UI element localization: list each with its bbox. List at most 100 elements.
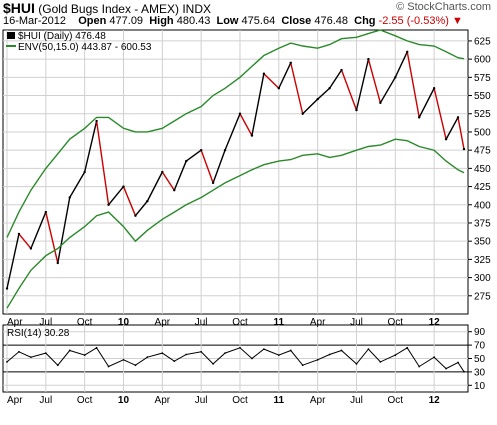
- price-point: [379, 101, 382, 105]
- rsi-point: [301, 364, 304, 367]
- rsi-point: [457, 361, 459, 364]
- rsi-point: [161, 352, 164, 355]
- price-x-tick-label: Jul: [195, 317, 208, 328]
- rsi-x-axis: Apr Jul Oct 10 Apr Jul Oct 11 Apr Jul Oct 12: [7, 395, 440, 406]
- price-point: [185, 159, 188, 163]
- price-segment: [108, 186, 125, 206]
- price-point: [444, 138, 448, 141]
- legend-rsi: RSI(14) 30.28: [7, 328, 70, 339]
- rsi-y-tick-label: 10: [474, 381, 486, 392]
- price-x-tick-label: 12: [429, 317, 441, 328]
- rsi-x-tick-label: Oct: [77, 395, 93, 406]
- rsi-x-tick-label: 10: [118, 395, 130, 406]
- rsi-point: [445, 367, 447, 370]
- chg-value: -2.55 (-0.53%): [378, 15, 449, 27]
- price-point: [262, 72, 266, 75]
- rsi-y-tick-label: 90: [474, 327, 486, 338]
- legend-swatch-price: [7, 32, 15, 39]
- price-segment: [355, 58, 370, 111]
- rsi-point: [418, 365, 421, 368]
- rsi-x-tick-label: 11: [274, 395, 285, 406]
- rsi-point: [134, 364, 137, 367]
- chg-label: Chg: [354, 15, 376, 27]
- price-grid: [3, 30, 468, 314]
- rsi-point: [212, 362, 214, 365]
- price-point: [122, 185, 125, 188]
- price-x-tick-label: Apr: [310, 317, 326, 328]
- rsi-x-tick-label: Oct: [388, 395, 404, 406]
- price-x-tick-label: 11: [274, 317, 285, 328]
- rsi-point: [340, 349, 343, 352]
- rsi-point: [433, 356, 436, 359]
- price-y-tick-label: 600: [474, 55, 491, 66]
- rsi-y-tick-label: 30: [474, 367, 486, 378]
- rsi-point: [463, 370, 465, 373]
- rsi-point: [394, 354, 397, 357]
- low-value: 475.64: [241, 15, 276, 27]
- rsi-point: [277, 354, 280, 357]
- price-point: [456, 116, 460, 119]
- price-y-tick-label: 625: [474, 36, 491, 47]
- price-point: [56, 261, 59, 265]
- quote-date: 16-Mar-2012: [3, 15, 66, 27]
- price-segment: [45, 211, 59, 264]
- price-point: [161, 170, 164, 174]
- quote-line: 16-Mar-2012 Open 477.09 High 480.43 Low …: [3, 15, 463, 27]
- price-segment: [290, 62, 304, 114]
- rsi-point: [262, 348, 265, 351]
- price-segment: [329, 69, 343, 89]
- price-point: [277, 87, 281, 90]
- rsi-point: [185, 353, 188, 356]
- price-segment: [95, 120, 110, 205]
- price-point: [146, 199, 149, 203]
- price-segment: [185, 149, 202, 162]
- high-label: High: [149, 15, 174, 27]
- price-segment: [18, 233, 32, 249]
- price-point: [432, 87, 436, 90]
- price-x-tick-label: Apr: [7, 317, 23, 328]
- price-point: [250, 134, 254, 137]
- price-segment: [263, 73, 280, 89]
- rsi-point: [239, 346, 241, 349]
- price-point: [406, 50, 409, 54]
- close-value: 476.48: [314, 15, 349, 27]
- price-point: [289, 61, 292, 64]
- price-point: [355, 108, 358, 112]
- price-segment: [161, 171, 175, 191]
- price-segment: [367, 58, 382, 104]
- price-point: [211, 181, 215, 185]
- price-segment: [57, 197, 71, 264]
- rsi-x-tick-label: Apr: [7, 395, 23, 406]
- price-x-axis: Apr Jul Oct 10 Apr Jul Oct 11 Apr Jul Oct 12: [7, 317, 440, 328]
- price-y-tick-label: 550: [474, 91, 491, 102]
- rsi-y-axis: 10 30 50 70 90: [468, 327, 486, 392]
- price-segment: [418, 87, 435, 118]
- price-point: [316, 97, 319, 101]
- price-y-tick-label: 350: [474, 237, 491, 248]
- price-point: [462, 147, 466, 151]
- high-value: 480.43: [176, 15, 211, 27]
- price-y-tick-label: 475: [474, 146, 491, 157]
- price-segment: [239, 113, 253, 136]
- price-series: [5, 29, 466, 309]
- rsi-point: [173, 360, 176, 363]
- price-segment: [212, 149, 226, 184]
- price-segment: [251, 73, 265, 136]
- price-segment: [6, 233, 20, 289]
- chart-title: $HUI (Gold Bugs Index - AMEX) INDX: [3, 0, 211, 16]
- price-point: [223, 148, 227, 152]
- price-segment: [317, 87, 331, 100]
- price-segment: [394, 51, 408, 78]
- price-segment: [379, 76, 396, 104]
- rsi-point: [251, 357, 253, 360]
- price-y-tick-label: 425: [474, 182, 491, 193]
- price-point: [134, 214, 137, 217]
- price-segment: [200, 149, 214, 184]
- rsi-point: [18, 350, 20, 353]
- price-point: [301, 112, 304, 115]
- rsi-x-tick-label: Apr: [155, 395, 171, 406]
- rsi-point: [122, 358, 125, 361]
- low-label: Low: [216, 15, 239, 27]
- price-point: [394, 76, 397, 79]
